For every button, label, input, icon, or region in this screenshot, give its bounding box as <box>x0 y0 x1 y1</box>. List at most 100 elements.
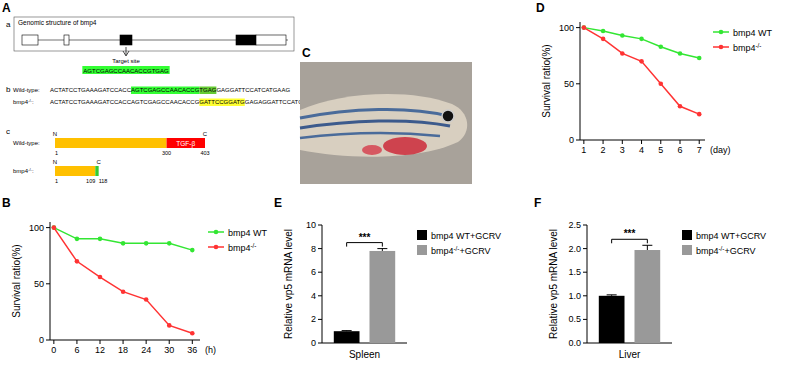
series-line <box>54 228 192 250</box>
sequence-label: Wild-type: <box>13 87 40 93</box>
text-part: bmp4 <box>228 243 251 253</box>
y-tick-label: 50 <box>34 279 44 289</box>
text-part: bmp4 <box>733 43 756 53</box>
point <box>620 33 625 38</box>
text-part: N <box>53 131 57 137</box>
text-part: bmp4 WT <box>228 228 268 238</box>
legend-marker <box>214 230 219 235</box>
point <box>678 51 683 56</box>
text-part: 50 <box>564 79 574 89</box>
exon <box>236 35 256 45</box>
x-tick-label: 1 <box>581 145 586 155</box>
text-part: c <box>6 127 10 136</box>
y-tick <box>583 319 587 320</box>
y-tick <box>318 295 322 296</box>
text-part: 12 <box>95 345 105 355</box>
text-part: Target site <box>112 58 140 64</box>
error-cap <box>342 330 352 331</box>
text-part: *** <box>624 228 636 239</box>
y-tick <box>318 343 322 344</box>
text-part: 36 <box>187 345 197 355</box>
text-part: GATTCCGGATG <box>199 99 245 105</box>
sequence-segment: AGTCGAGCCAACACCG <box>131 87 200 93</box>
x-tick-label: 0 <box>51 345 56 355</box>
bar <box>634 250 660 343</box>
text-part: A <box>2 1 11 15</box>
y-tick <box>576 27 580 28</box>
text-part: E <box>274 196 282 210</box>
text-part: TGF-β <box>176 140 195 148</box>
bar <box>599 296 625 343</box>
text-part: Spleen <box>349 349 380 360</box>
text-part: 109 <box>86 178 95 184</box>
legend-label: bmp4 WT+GCRV <box>696 231 766 241</box>
panel-label: C <box>302 46 311 60</box>
domain-label: TGF-β <box>176 140 195 148</box>
y-tick <box>46 283 50 284</box>
residue-tick: 403 <box>200 150 209 156</box>
plot-area <box>334 249 395 343</box>
point <box>52 225 57 230</box>
panel-label: F <box>534 196 541 210</box>
protein-segment <box>55 138 167 148</box>
text-part: 10 <box>306 220 316 230</box>
x-tick-label: 6 <box>677 145 682 155</box>
terminus-label: C <box>96 159 101 165</box>
sequence-segment: ACTATCCTGAAAGATCCACC <box>50 87 132 93</box>
x-tick-label: 5 <box>658 145 663 155</box>
protein-segment <box>55 166 95 176</box>
point <box>52 225 57 230</box>
text-part: 4 <box>639 145 644 155</box>
x-tick <box>53 340 54 344</box>
text-part: 118 <box>99 178 108 184</box>
protein-segment <box>95 166 98 176</box>
text-part: 18 <box>118 345 128 355</box>
text-part: 1 <box>55 150 58 156</box>
fish-stripe <box>300 121 450 128</box>
text-part: 2 <box>311 314 316 324</box>
x-axis-label: (h) <box>205 345 216 355</box>
x-tick <box>641 140 642 144</box>
text-part: 1.0 <box>568 291 581 301</box>
target-arrow <box>126 47 127 55</box>
y-axis <box>322 225 323 343</box>
y-tick-label: 8 <box>311 244 316 254</box>
text-part: AGTCGAGCCAACACCGTGAG <box>83 68 169 74</box>
panel-label: A <box>2 1 11 15</box>
y-tick-label: 4 <box>311 291 316 301</box>
legend-swatch <box>417 230 427 240</box>
point <box>190 331 195 336</box>
error-cap <box>642 245 652 246</box>
x-tick-label: 7 <box>697 145 702 155</box>
legend-label: bmp4-/- <box>733 41 761 53</box>
text-part: 0 <box>39 335 44 345</box>
x-tick-label: 18 <box>118 345 128 355</box>
sequence-segment: GATTCCGGATG <box>199 99 245 105</box>
series-line <box>584 28 699 115</box>
legend-marker <box>719 45 724 50</box>
x-tick <box>76 340 77 344</box>
sequence-highlight <box>131 87 199 95</box>
x-tick <box>146 340 147 344</box>
y-tick-label: 1.5 <box>568 267 581 277</box>
y-tick <box>576 83 580 84</box>
text-part: 5 <box>658 145 663 155</box>
point <box>639 37 644 42</box>
x-tick <box>603 140 604 144</box>
superscript: -/- <box>251 241 257 248</box>
x-tick <box>699 140 700 144</box>
x-tick-label: 30 <box>164 345 174 355</box>
text-part: B <box>2 196 11 210</box>
text-part: D <box>536 1 545 15</box>
error-cap <box>377 248 387 249</box>
error-cap <box>607 294 617 295</box>
significance-bracket <box>612 239 648 243</box>
text-part: (h) <box>205 345 216 355</box>
y-tick <box>583 248 587 249</box>
hemorrhage <box>362 145 382 155</box>
y-tick-label: 0 <box>39 335 44 345</box>
legend-label: bmp4-/-+GCRV <box>431 244 491 256</box>
background <box>0 0 792 380</box>
y-tick <box>583 295 587 296</box>
point <box>697 112 702 117</box>
